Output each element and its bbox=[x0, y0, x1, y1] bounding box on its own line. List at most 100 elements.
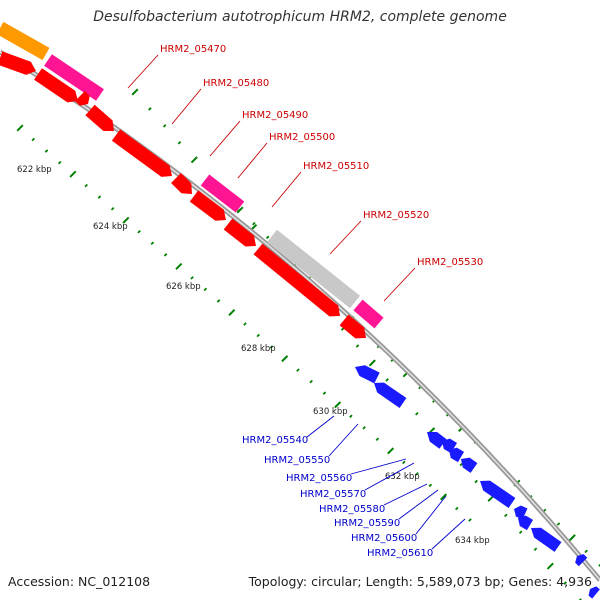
tick-mark bbox=[269, 345, 274, 349]
forward-gene[interactable] bbox=[223, 218, 256, 247]
gene-label-forward[interactable]: HRM2_05530 bbox=[417, 257, 483, 268]
reverse-gene[interactable] bbox=[518, 515, 534, 531]
tick-mark bbox=[387, 447, 395, 455]
reverse-gene[interactable] bbox=[442, 438, 458, 454]
label-leader-line bbox=[431, 518, 466, 550]
gene-label-reverse[interactable]: HRM2_05540 bbox=[242, 435, 308, 446]
forward-gene[interactable] bbox=[339, 314, 366, 339]
tick-mark bbox=[110, 206, 115, 211]
label-leader-line bbox=[306, 415, 335, 438]
reverse-gene[interactable] bbox=[355, 365, 380, 384]
tick-mark bbox=[563, 581, 567, 585]
reverse-gene[interactable] bbox=[480, 480, 516, 508]
forward-gene[interactable] bbox=[85, 104, 114, 131]
reverse-gene[interactable] bbox=[514, 505, 528, 520]
tick-mark bbox=[148, 107, 152, 111]
gene-label-forward[interactable]: HRM2_05500 bbox=[269, 132, 335, 143]
scale-label: 632 kbp bbox=[385, 472, 420, 482]
orange-feature[interactable] bbox=[0, 21, 50, 61]
tick-mark bbox=[402, 460, 406, 465]
gene-label-reverse[interactable]: HRM2_05560 bbox=[286, 473, 352, 484]
gene-label-forward[interactable]: HRM2_05470 bbox=[160, 44, 226, 55]
tick-mark bbox=[216, 299, 221, 303]
forward-gene[interactable] bbox=[253, 243, 340, 317]
pink-feature[interactable] bbox=[44, 54, 104, 101]
tick-mark bbox=[415, 472, 419, 476]
label-leader-line bbox=[398, 489, 439, 520]
tick-mark bbox=[31, 137, 35, 142]
tick-mark bbox=[584, 549, 588, 554]
reverse-gene[interactable] bbox=[449, 447, 465, 463]
pink-feature[interactable] bbox=[200, 174, 245, 213]
grey-feature[interactable] bbox=[267, 229, 360, 309]
reverse-gene[interactable] bbox=[575, 554, 588, 567]
forward-gene[interactable] bbox=[34, 68, 78, 103]
tick-mark bbox=[368, 359, 376, 367]
gene-label-reverse[interactable]: HRM2_05580 bbox=[319, 504, 385, 515]
tick-mark bbox=[97, 195, 102, 199]
tick-mark bbox=[375, 437, 380, 442]
tick-mark bbox=[203, 287, 208, 292]
gene-label-forward[interactable]: HRM2_05490 bbox=[242, 110, 308, 121]
tick-mark bbox=[190, 156, 198, 164]
gene-label-forward[interactable]: HRM2_05480 bbox=[203, 78, 269, 89]
tick-mark bbox=[474, 479, 478, 484]
genome-summary: Topology: circular; Length: 5,589,073 bp… bbox=[248, 574, 592, 589]
label-leader-line bbox=[127, 54, 159, 89]
scale-label: 622 kbp bbox=[17, 165, 52, 175]
tick-mark bbox=[415, 411, 419, 416]
tick-mark bbox=[57, 160, 62, 165]
label-leader-line bbox=[271, 171, 302, 208]
forward-gene[interactable] bbox=[111, 129, 172, 177]
gene-label-reverse[interactable]: HRM2_05600 bbox=[351, 533, 417, 544]
gene-label-forward[interactable]: HRM2_05510 bbox=[303, 161, 369, 172]
gene-label-reverse[interactable]: HRM2_05570 bbox=[300, 489, 366, 500]
tick-mark bbox=[137, 230, 141, 234]
gene-label-reverse[interactable]: HRM2_05590 bbox=[334, 518, 400, 529]
tick-mark bbox=[131, 88, 139, 96]
accession-text: Accession: NC_012108 bbox=[8, 574, 151, 589]
tick-mark bbox=[468, 518, 472, 522]
tick-mark bbox=[296, 368, 300, 372]
reverse-gene[interactable] bbox=[374, 382, 407, 408]
label-leader-line bbox=[209, 120, 241, 157]
tick-mark bbox=[122, 216, 130, 224]
gene-label-reverse[interactable]: HRM2_05550 bbox=[264, 455, 330, 466]
scale-label: 630 kbp bbox=[313, 407, 348, 417]
reverse-gene[interactable] bbox=[531, 527, 562, 552]
reverse-gene[interactable] bbox=[427, 432, 447, 449]
reverse-gene[interactable] bbox=[588, 586, 600, 599]
tick-mark bbox=[349, 414, 353, 418]
pink-feature[interactable] bbox=[353, 299, 384, 329]
reverse-gene[interactable] bbox=[461, 457, 478, 473]
tick-mark bbox=[568, 534, 576, 542]
tick-mark bbox=[533, 547, 538, 551]
tick-mark bbox=[362, 426, 366, 430]
tick-mark bbox=[252, 221, 256, 226]
tick-mark bbox=[281, 355, 289, 363]
tick-mark bbox=[256, 333, 260, 338]
label-leader-line bbox=[328, 423, 359, 457]
scale-labels: 622 kbp 624 kbp 626 kbp 628 kbp 630 kbp 632 k… bbox=[17, 165, 490, 546]
scale-label: 626 kbp bbox=[166, 282, 201, 292]
gene-label-forward[interactable]: HRM2_05520 bbox=[363, 210, 429, 221]
forward-gene[interactable] bbox=[0, 51, 36, 75]
forward-gene[interactable] bbox=[75, 91, 90, 106]
tick-mark bbox=[236, 206, 244, 214]
forward-gene[interactable] bbox=[171, 173, 192, 194]
label-leader-line bbox=[329, 220, 362, 255]
feature-track bbox=[0, 21, 600, 599]
label-leader-line bbox=[383, 267, 416, 302]
tick-mark bbox=[175, 262, 183, 270]
tick-mark bbox=[334, 401, 342, 409]
forward-gene[interactable] bbox=[189, 190, 226, 221]
tick-mark bbox=[440, 493, 448, 501]
scale-label: 628 kbp bbox=[241, 344, 276, 354]
label-leader-line bbox=[350, 458, 407, 475]
gene-label-reverse[interactable]: HRM2_05610 bbox=[367, 548, 433, 559]
tick-mark bbox=[84, 183, 88, 188]
tick-mark bbox=[504, 513, 508, 518]
gene-labels: HRM2_05470 HRM2_05480 HRM2_05490 HRM2_05500… bbox=[127, 44, 483, 559]
label-leader-line bbox=[237, 142, 268, 179]
